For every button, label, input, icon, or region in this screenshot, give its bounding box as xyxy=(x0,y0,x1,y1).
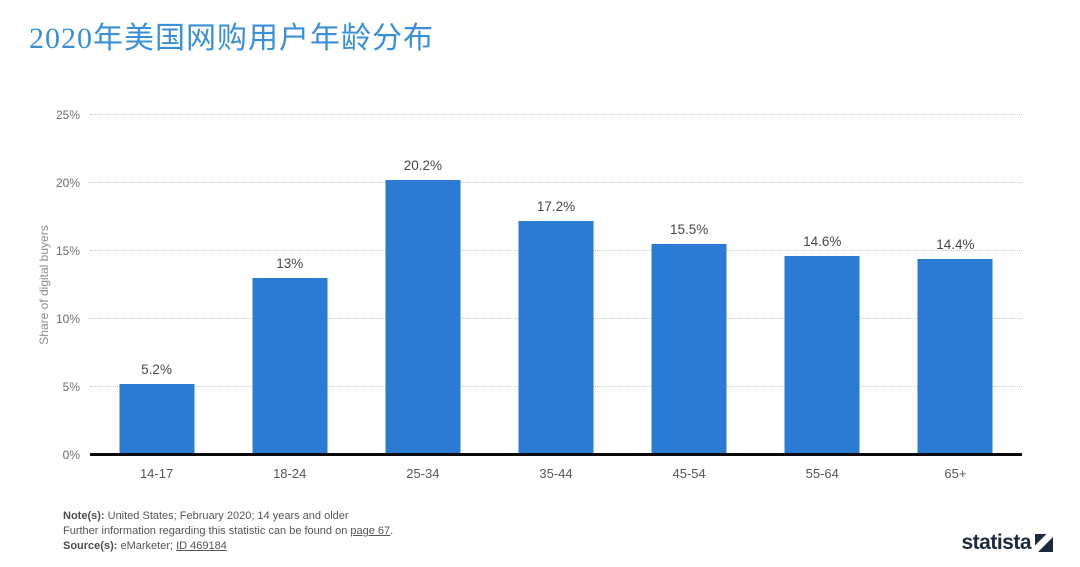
note-line-3: Source(s): eMarketer; ID 469184 xyxy=(63,539,393,554)
bar-65+ xyxy=(917,259,993,455)
page-title: 2020年美国网购用户年龄分布 xyxy=(29,22,434,55)
y-tick-label: 0% xyxy=(62,448,80,462)
x-axis-label: 25-34 xyxy=(406,466,440,481)
page-link[interactable]: page 67 xyxy=(350,525,391,537)
note-text: United States; February 2020; 14 years a… xyxy=(107,510,349,522)
x-axis-label: 14-17 xyxy=(139,466,174,481)
bar-value-label: 14.6% xyxy=(803,234,842,250)
gridline xyxy=(90,114,1022,115)
x-axis-label: 18-24 xyxy=(273,466,307,481)
bar-25-34 xyxy=(385,180,461,455)
bar-value-label: 17.2% xyxy=(536,199,576,215)
source-id-link[interactable]: ID 469184 xyxy=(176,540,227,552)
x-axis-line xyxy=(90,453,1022,456)
x-axis-label: 65+ xyxy=(944,466,967,481)
bar-chart-plot-area: 5.2% 14-17 13% 18-24 20.2% 25-34 17.2% 35-44 15.… xyxy=(56,108,1022,481)
further-info-suffix: . xyxy=(390,525,394,537)
y-tick-label: 5% xyxy=(62,380,80,394)
statista-wordmark: statista xyxy=(961,531,1031,554)
footnotes: Note(s): United States; February 2020; 1… xyxy=(63,509,393,554)
bar-55-64 xyxy=(784,256,860,455)
bar-slot: 5.2% 14-17 xyxy=(90,115,223,481)
statista-logo-icon xyxy=(1035,534,1053,552)
bar-value-label: 5.2% xyxy=(141,362,172,378)
bar-slot: 15.5% 45-54 xyxy=(623,115,756,481)
gridline xyxy=(90,182,1022,183)
bar-value-label: 13% xyxy=(276,256,304,272)
source-label: Source(s): xyxy=(63,540,118,552)
statista-logo: statista xyxy=(961,531,1053,554)
bar-value-label: 14.4% xyxy=(936,237,975,253)
x-axis-label: 55-64 xyxy=(805,466,839,481)
source-text: eMarketer; xyxy=(120,540,174,552)
bar-slot: 17.2% 35-44 xyxy=(489,115,622,481)
y-tick-label: 10% xyxy=(55,312,80,326)
note-line-2: Further information regarding this stati… xyxy=(63,524,393,539)
bar-slot: 13% 18-24 xyxy=(223,115,356,481)
bar-18-24 xyxy=(252,278,328,455)
y-tick-label: 25% xyxy=(55,108,80,122)
y-tick-label: 20% xyxy=(55,176,80,190)
y-axis-title: Share of digital buyers xyxy=(37,225,51,345)
further-info-text: Further information regarding this stati… xyxy=(63,525,348,537)
bar-value-label: 20.2% xyxy=(403,158,442,174)
y-tick-label: 15% xyxy=(55,244,80,258)
bar-45-54 xyxy=(651,244,727,455)
note-label: Note(s): xyxy=(63,510,105,522)
bar-35-44 xyxy=(518,221,594,455)
note-line-1: Note(s): United States; February 2020; 1… xyxy=(63,509,393,524)
bar-slot: 14.6% 55-64 xyxy=(756,115,889,481)
bar-slot: 14.4% 65+ xyxy=(889,115,1022,481)
bar-slots: 5.2% 14-17 13% 18-24 20.2% 25-34 17.2% 35-44 15.… xyxy=(90,115,1022,481)
x-axis-label: 45-54 xyxy=(672,466,706,481)
bar-slot: 20.2% 25-34 xyxy=(356,115,489,481)
x-axis-label: 35-44 xyxy=(539,466,573,481)
bar-14-17 xyxy=(119,384,195,455)
bar-value-label: 15.5% xyxy=(669,222,709,238)
